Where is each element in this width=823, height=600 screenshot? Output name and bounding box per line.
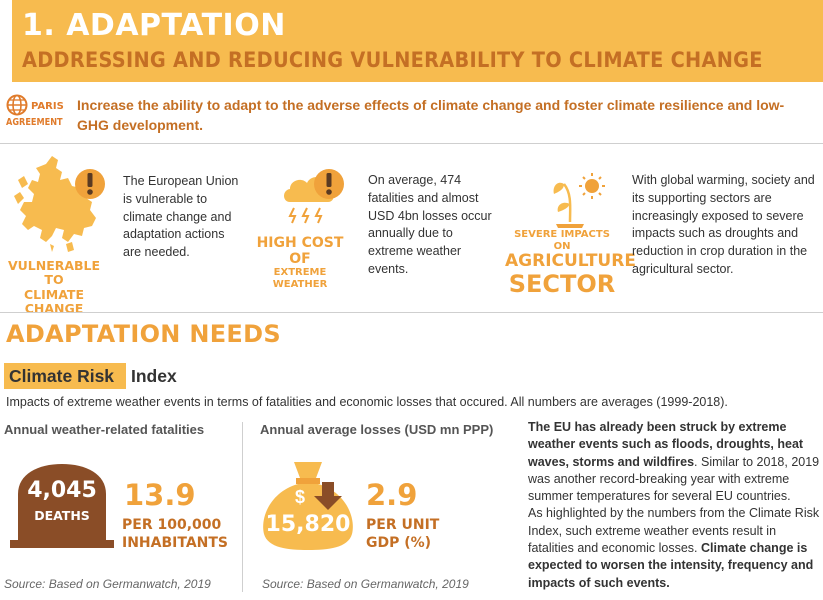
losses-rate: 2.9 (366, 478, 418, 512)
high-cost-label: HIGH COST OF EXTREME WEATHER (248, 235, 352, 290)
banner-edge (0, 0, 12, 82)
summary-bold-1: The EU has already been struck by extrem… (528, 420, 804, 469)
index-description: Impacts of extreme weather events in ter… (6, 395, 728, 409)
money-bag-number: 15,820 (265, 512, 351, 537)
vulnerable-text: The European Union is vulnerable to clim… (123, 174, 239, 260)
adaptation-needs-title: ADAPTATION NEEDS (6, 320, 281, 348)
paris-logo-word: PARIS (31, 101, 64, 112)
paris-agreement-logo: PARIS AGREEMENT (4, 94, 72, 130)
fatality-rate-unit: PER 100,000 INHABITANTS (122, 516, 228, 552)
divider (0, 312, 823, 313)
divider (0, 143, 823, 144)
column-divider (242, 422, 243, 592)
agriculture-text: With global warming, society and its sup… (632, 173, 815, 276)
index-label: Index (131, 366, 177, 386)
high-cost-label-line1: HIGH COST OF (256, 235, 344, 268)
agriculture-label: SEVERE IMPACTS ON AGRICULTURE SECTOR (505, 229, 636, 298)
climate-risk-label: Climate Risk (9, 366, 115, 386)
page-subtitle: ADDRESSING AND REDUCING VULNERABILITY TO… (22, 48, 763, 72)
fatalities-heading: Annual weather-related fatalities (4, 422, 205, 437)
fatality-rate-unit-line1: PER 100,000 (122, 517, 222, 533)
agreement-logo-word: AGREEMENT (6, 117, 63, 128)
losses-rate-unit-line2: GDP (%) (366, 535, 432, 551)
summary-text: The EU has already been struck by extrem… (528, 419, 820, 592)
high-cost-text: On average, 474 fatalities and almost US… (368, 173, 492, 276)
tombstone-label: DEATHS (34, 508, 90, 523)
losses-heading: Annual average losses (USD mn PPP) (260, 422, 494, 437)
europe-map-warning-icon (14, 156, 105, 252)
climate-risk-highlight (4, 363, 126, 389)
paris-agreement-goal: Increase the ability to adapt to the adv… (77, 97, 785, 133)
high-cost-label-line2: EXTREME WEATHER (272, 267, 328, 290)
money-bag-symbol: $ (295, 487, 306, 507)
fatality-rate-unit-line2: INHABITANTS (122, 535, 229, 551)
agriculture-label-line3: SECTOR (508, 269, 616, 298)
fatalities-source: Source: Based on Germanwatch, 2019 (4, 577, 211, 591)
losses-rate-unit-line1: PER UNIT (366, 517, 440, 533)
tombstone-number: 4,045 (27, 478, 97, 503)
summary-text-1: . Similar to 2018, 2019 was another reco… (528, 454, 820, 504)
tombstone-icon (10, 464, 114, 548)
summary-text-2: As highlighted by the numbers from the C… (528, 506, 820, 556)
vulnerable-label: VULNERABLE TO CLIMATE CHANGE (2, 258, 106, 317)
money-bag-icon (263, 462, 353, 550)
agriculture-label-line1: SEVERE IMPACTS ON (514, 229, 610, 252)
storm-cloud-warning-icon (284, 169, 344, 224)
header-banner (0, 0, 823, 82)
summary-bold-2: Climate change is expected to worsen the… (528, 541, 814, 590)
fatality-rate: 13.9 (124, 478, 196, 512)
page-title: 1. ADAPTATION (22, 8, 286, 43)
losses-rate-unit: PER UNIT GDP (%) (366, 516, 439, 552)
vulnerable-label-line1: VULNERABLE TO (7, 258, 101, 288)
losses-source: Source: Based on Germanwatch, 2019 (262, 577, 469, 591)
globe-icon (6, 94, 28, 116)
wilting-plant-sun-icon (553, 173, 605, 228)
agriculture-label-line2: AGRICULTURE (505, 251, 636, 271)
